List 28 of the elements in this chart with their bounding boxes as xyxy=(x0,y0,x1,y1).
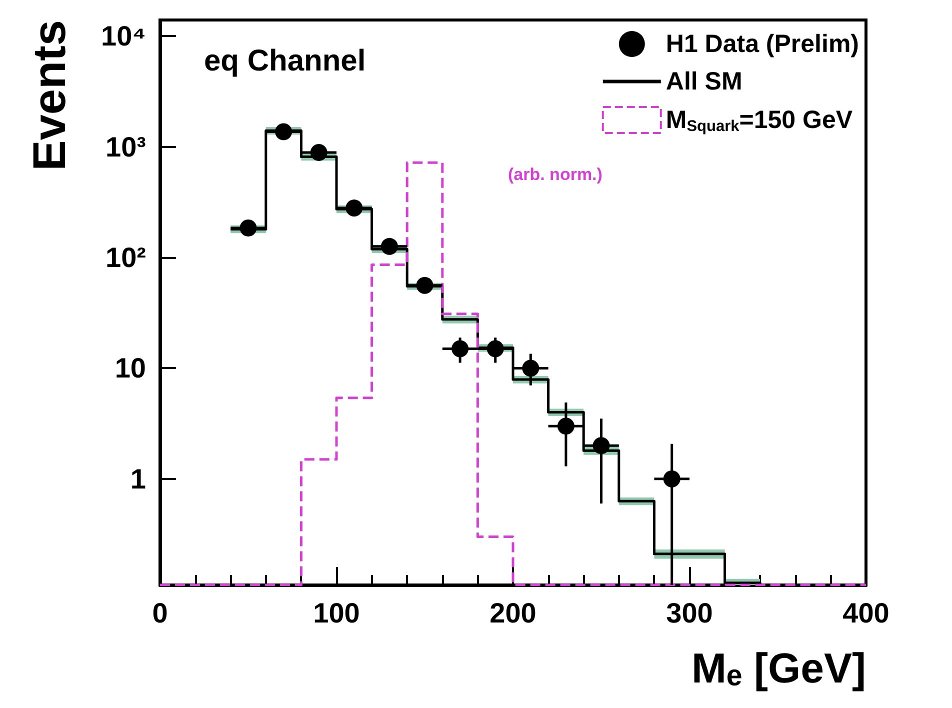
point xyxy=(592,437,610,454)
point xyxy=(522,360,540,377)
annotation: eq Channel xyxy=(204,44,366,78)
y-axis-title: Events xyxy=(23,20,75,171)
point xyxy=(486,340,504,358)
y-tick-label: 10² xyxy=(106,242,146,274)
point xyxy=(310,144,328,161)
y-tick-label: 10 xyxy=(114,352,146,384)
point xyxy=(416,276,434,294)
point xyxy=(275,123,292,140)
x-tick-label: 0 xyxy=(152,598,168,628)
point xyxy=(663,470,680,488)
x-tick-label: 300 xyxy=(666,598,713,628)
point xyxy=(380,238,398,255)
legend-label: All SM xyxy=(666,68,742,96)
point xyxy=(240,219,257,236)
x-tick-label: 100 xyxy=(313,598,360,628)
x-tick-label: 400 xyxy=(842,598,890,628)
legend-label: H1 Data (Prelim) xyxy=(666,30,860,58)
point xyxy=(452,340,469,358)
y-tick-label: 10⁴ xyxy=(101,20,146,52)
x-axis-title: Mₑ [GeV] xyxy=(692,644,866,692)
x-tick-label: 200 xyxy=(490,598,536,628)
annotation: (arb. norm.) xyxy=(508,165,602,184)
point xyxy=(346,200,363,217)
y-tick-label: 10³ xyxy=(106,131,146,162)
y-tick-label: 1 xyxy=(130,463,146,494)
point xyxy=(557,418,574,435)
